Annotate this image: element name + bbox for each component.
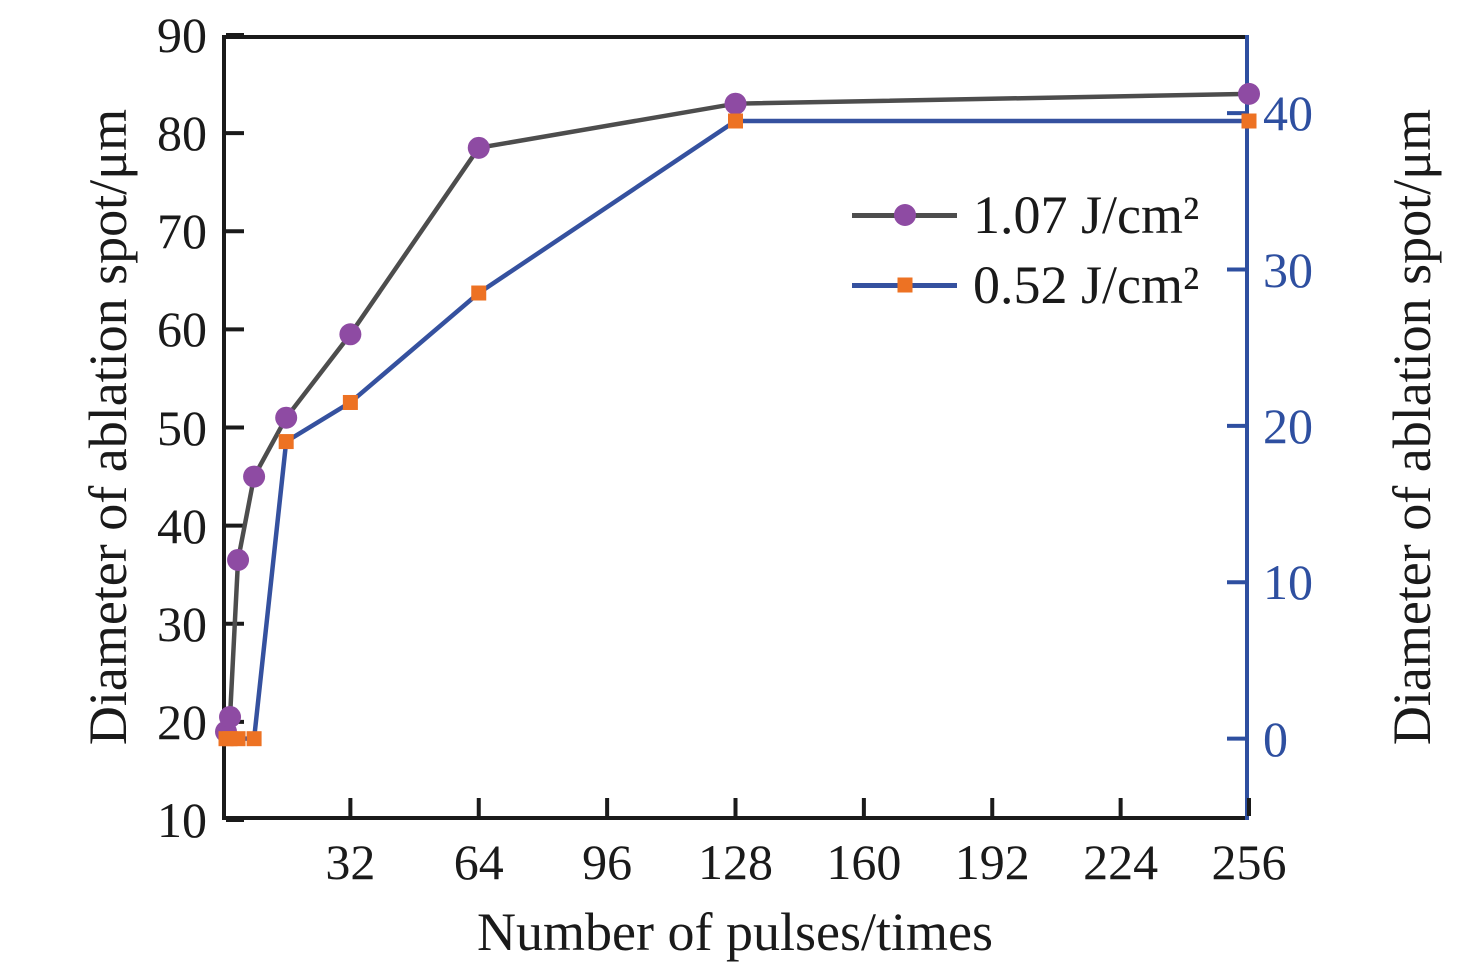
plot-area <box>215 33 1260 822</box>
right-tick-label: 20 <box>1263 397 1313 454</box>
circle-data-point <box>275 406 298 429</box>
legend-line-sample-series2 <box>852 277 957 293</box>
square-marker-icon <box>897 277 912 293</box>
left-tick-label: 60 <box>157 301 207 358</box>
left-tick-label: 30 <box>157 595 207 652</box>
square-data-point <box>471 285 487 301</box>
legend-item-series2: 0.52 J/cm² <box>852 254 1199 316</box>
x-tick-label: 160 <box>826 834 902 890</box>
left-tick-label: 80 <box>157 105 207 162</box>
x-tick-label: 64 <box>453 834 504 890</box>
right-axis-title: Diameter of ablation spot/μm <box>1382 108 1442 746</box>
square-data-point <box>342 394 358 410</box>
left-tick-label: 50 <box>157 399 207 456</box>
legend-label-series2: 0.52 J/cm² <box>973 255 1200 315</box>
x-axis-title: Number of pulses/times <box>477 902 993 962</box>
x-tick-label: 96 <box>582 834 633 890</box>
circle-data-point <box>339 323 362 346</box>
x-tick-label: 192 <box>954 834 1030 890</box>
right-tick-label: 30 <box>1263 241 1313 298</box>
square-data-point <box>278 434 294 450</box>
left-axis-title: Diameter of ablation spot/μm <box>78 108 138 746</box>
right-tick-label: 40 <box>1263 85 1313 142</box>
legend: 1.07 J/cm² 0.52 J/cm² <box>852 184 1199 324</box>
square-data-point <box>728 113 743 129</box>
circle-data-point <box>219 705 242 728</box>
x-tick-label: 224 <box>1083 834 1159 890</box>
x-tick-label: 32 <box>325 834 376 890</box>
circle-data-point <box>243 465 266 488</box>
circle-marker-icon <box>893 204 916 226</box>
left-tick-label: 10 <box>157 792 207 848</box>
legend-label-series1: 1.07 J/cm² <box>973 185 1200 245</box>
left-tick-label: 20 <box>157 693 207 750</box>
circle-data-point <box>467 136 490 159</box>
x-tick-label: 256 <box>1211 834 1287 890</box>
legend-item-series1: 1.07 J/cm² <box>852 184 1199 246</box>
left-tick-label: 70 <box>157 203 207 260</box>
square-data-point <box>230 731 246 747</box>
circle-data-point <box>227 548 250 571</box>
x-tick-label: 128 <box>698 834 773 890</box>
plot-svg <box>215 33 1260 822</box>
right-tick-label: 0 <box>1263 710 1288 767</box>
circle-data-point <box>1238 82 1260 105</box>
left-tick-label: 40 <box>157 497 207 554</box>
square-data-point <box>1241 113 1257 129</box>
legend-line-sample-series1 <box>852 204 957 226</box>
left-tick-label: 90 <box>157 7 207 63</box>
right-tick-label: 10 <box>1263 554 1313 611</box>
circle-data-point <box>724 92 747 115</box>
square-data-point <box>246 731 262 747</box>
